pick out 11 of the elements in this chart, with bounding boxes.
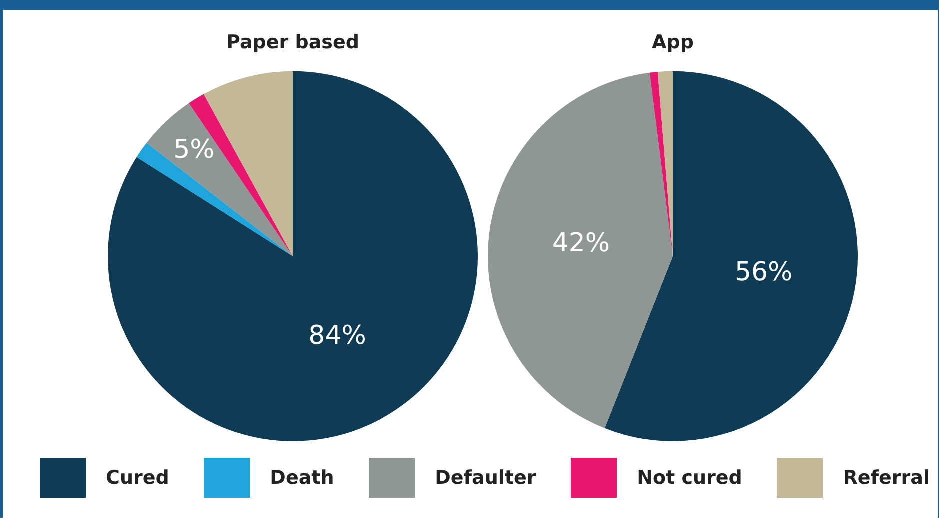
- legend-label: Not cured: [637, 467, 742, 489]
- legend-label: Cured: [106, 467, 170, 489]
- data-label: 56%: [734, 257, 793, 288]
- chart-title: Paper based: [226, 31, 360, 54]
- legend-label: Referral: [843, 467, 930, 489]
- legend-label: Death: [270, 467, 334, 489]
- data-label: 42%: [552, 228, 610, 259]
- data-label: 5%: [174, 134, 215, 165]
- legend-label: Defaulter: [435, 467, 536, 489]
- data-label: 84%: [308, 321, 366, 352]
- chart-title: App: [652, 31, 694, 54]
